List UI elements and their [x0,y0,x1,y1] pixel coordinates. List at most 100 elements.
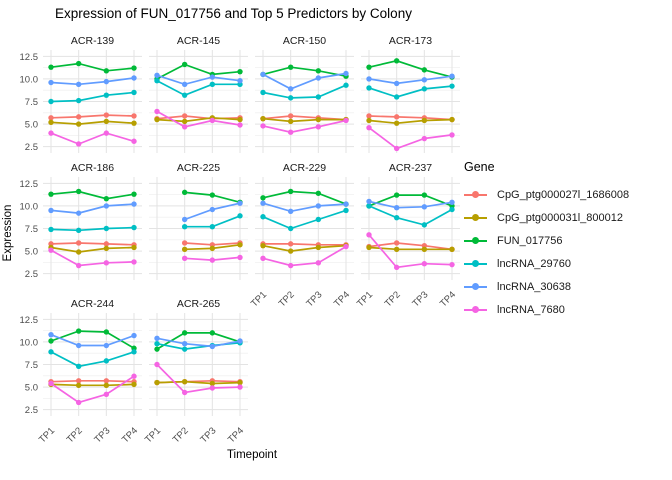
data-point [103,118,110,125]
legend-item-label: lncRNA_7680 [497,303,565,316]
data-point [154,341,160,347]
data-point [131,65,137,71]
data-point [393,94,400,100]
data-point [48,115,54,121]
data-point [75,210,82,216]
data-point [103,245,110,252]
data-point [48,79,54,86]
y-tick-label: 10.0 [20,201,39,212]
data-point [315,124,322,130]
data-point [75,141,82,147]
series-line [50,77,135,86]
series-lncRNA_29760 [366,83,455,100]
facet-label: ACR-244 [71,298,114,310]
data-point [287,241,294,247]
y-tick-label: 7.5 [25,97,38,108]
data-point [154,346,160,352]
data-point [366,117,372,124]
x-tick-label: TP1 [355,289,375,309]
series-lncRNA_7680 [260,117,349,135]
facet-panel-ACR-186: ACR-186 2.5 5.0 7.5 10.0 12.5 [20,162,142,280]
data-point [48,119,54,125]
y-tick-label: 7.5 [25,224,38,235]
x-tick-label: TP1 [37,425,57,445]
data-point [75,81,82,88]
series-line [50,62,135,72]
data-point [421,86,428,92]
data-point [75,60,82,67]
data-point [237,200,243,206]
data-point [75,240,82,246]
data-point [393,114,400,120]
x-tick-label: TP3 [92,425,112,445]
data-point [131,259,137,265]
data-point [366,203,372,209]
data-point [237,78,243,84]
series-lncRNA_30638 [366,198,455,211]
data-point [237,379,243,386]
series-lncRNA_30638 [154,72,243,88]
series-line [50,379,135,383]
data-point [366,198,372,205]
y-tick-label: 2.5 [25,269,38,280]
data-point [237,338,243,344]
legend-key-icon [464,280,487,294]
data-point [181,113,188,119]
data-point [393,214,400,221]
series-CpG_ptg000027l_1686008 [48,378,137,385]
data-point [131,373,137,379]
data-point [103,92,110,98]
data-point [154,78,160,84]
data-point [131,75,137,81]
y-tick-label: 10.0 [20,74,39,85]
data-point [48,64,54,70]
y-tick-label: 12.5 [20,52,39,63]
data-point [366,85,372,91]
data-point [181,61,188,68]
data-point [48,247,54,253]
data-point [131,224,137,231]
y-tick-label: 5.0 [25,247,38,258]
data-point [287,248,294,254]
data-point [48,191,54,197]
data-point [421,246,428,252]
series-line [368,115,453,121]
facet-label: ACR-265 [177,298,220,310]
data-point [421,192,428,198]
data-point [103,225,110,232]
data-point [209,74,216,80]
series-line [156,79,240,97]
series-line [50,242,135,246]
data-point [366,232,372,238]
series-lncRNA_7680 [366,232,455,271]
series-line [368,200,453,209]
data-point [48,349,54,355]
legend-item: lncRNA_30638 [464,275,669,298]
series-line [262,84,347,99]
data-point [366,125,372,131]
x-axis-title: Timepoint [226,449,278,461]
data-point [393,80,400,87]
series-FUN_017756 [48,60,137,74]
series-lncRNA_29760 [48,349,137,370]
series-line [368,85,453,98]
legend-item-label: CpG_ptg000027l_1686008 [497,188,630,201]
data-point [421,261,428,267]
data-point [287,262,294,269]
data-point [75,262,82,269]
data-point [421,222,428,228]
series-line [50,249,135,267]
x-tick-label: TP3 [410,289,430,309]
facet-label: ACR-186 [71,162,114,174]
data-point [343,82,349,88]
data-point [449,132,455,138]
facet-panel-ACR-225: ACR-225 [149,162,248,280]
y-tick-label: 10.0 [20,337,39,348]
data-point [131,120,137,126]
series-lncRNA_30638 [181,200,243,223]
series-lncRNA_7680 [48,247,137,269]
y-tick-label: 2.5 [25,142,38,153]
legend-item: CpG_ptg000031l_800012 [464,206,669,229]
data-point [237,68,243,75]
legend-item-label: FUN_017756 [497,234,563,247]
